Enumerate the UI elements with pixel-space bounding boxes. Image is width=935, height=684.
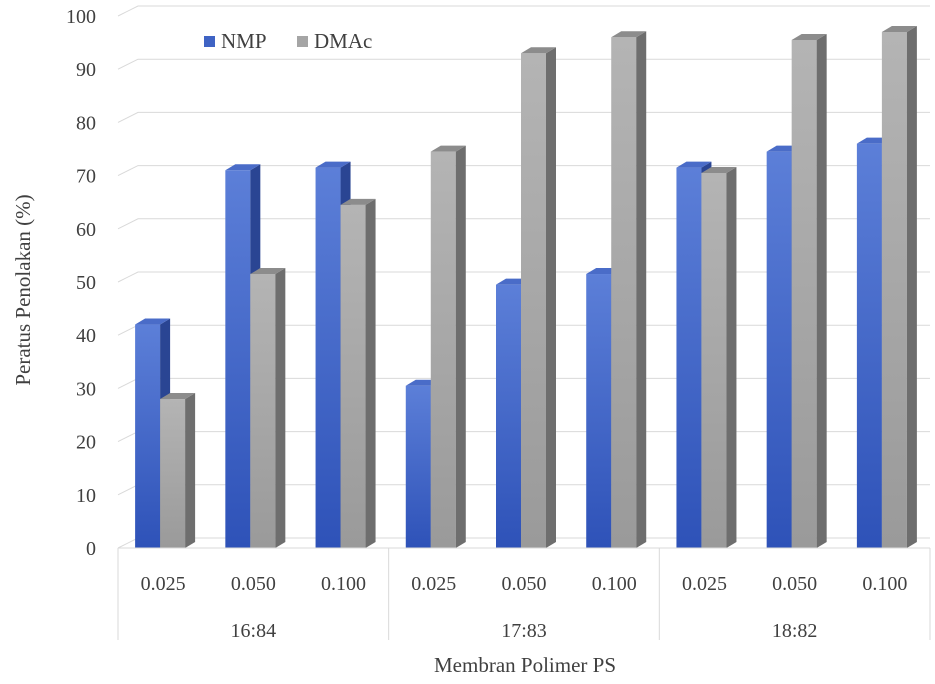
y-tick-label: 40 (76, 325, 96, 347)
x-tick-label: 0.100 (321, 573, 366, 595)
bar-top (611, 31, 647, 38)
y-tick-label: 10 (76, 485, 96, 507)
bar-top (315, 161, 351, 168)
bar-front (611, 37, 637, 548)
bar-top (160, 393, 196, 400)
bar-side (546, 47, 556, 549)
bar-nmp (135, 318, 171, 548)
x-tick-label: 0.025 (682, 573, 727, 595)
bar-front (521, 53, 546, 549)
bar-side (816, 33, 827, 548)
bar-side (455, 145, 466, 548)
legend-swatch-nmp (204, 36, 215, 47)
bar-top (881, 25, 917, 32)
legend-swatch-dmac (297, 36, 308, 47)
bars (135, 25, 917, 549)
bar-dmac (521, 47, 556, 549)
x-tick-label: 0.100 (592, 573, 637, 595)
y-tick-label: 20 (76, 432, 96, 454)
legend-label-dmac: DMAc (314, 29, 372, 53)
gridline (117, 271, 930, 283)
bar-front (225, 170, 251, 548)
x-group-label: 16:84 (231, 620, 277, 642)
bar-side (726, 166, 737, 548)
x-tick-label: 0.025 (411, 573, 456, 595)
bar-dmac (160, 393, 196, 548)
x-group-label: 18:82 (772, 620, 818, 642)
legend-label-nmp: NMP (221, 29, 267, 53)
x-tick-label: 0.050 (502, 573, 547, 595)
y-tick-label: 30 (76, 378, 96, 400)
bar-top (250, 268, 286, 275)
gridline (117, 58, 930, 70)
y-tick-label: 50 (76, 272, 96, 294)
bar-front (856, 143, 882, 548)
bar-dmac (791, 33, 827, 548)
bar-front (881, 31, 907, 548)
bar-side (636, 31, 647, 548)
bar-top (225, 164, 261, 171)
gridline (117, 218, 930, 230)
y-tick-label: 100 (66, 6, 96, 28)
bar-top (701, 166, 737, 173)
x-tick-label: 0.050 (231, 573, 276, 595)
bar-side (365, 198, 376, 549)
y-axis-label: Peratus Penolakan (%) (11, 194, 35, 385)
bar-dmac (881, 25, 917, 548)
y-tick-label: 70 (76, 166, 96, 188)
x-axis-label: Membran Polimer PS (434, 653, 616, 677)
bar-dmac (430, 145, 466, 548)
y-tick-label: 0 (86, 538, 96, 560)
bar-dmac (611, 31, 647, 548)
legend: NMP DMAc (204, 29, 372, 53)
bar-dmac (250, 268, 286, 548)
y-tick-label: 60 (76, 219, 96, 241)
bar-front (160, 399, 186, 548)
gridline (117, 5, 930, 17)
bar-dmac (701, 166, 737, 548)
gridline (117, 165, 930, 177)
gridline (117, 111, 930, 123)
bar-front (701, 172, 727, 548)
bar-front (430, 151, 456, 548)
bar-top (521, 47, 556, 54)
bar-side (275, 268, 286, 548)
bar-front (250, 274, 276, 548)
bar-front (766, 151, 792, 548)
bar-dmac (340, 198, 376, 549)
bar-top (676, 161, 712, 168)
bar-top (340, 198, 376, 205)
bar-side (906, 25, 917, 548)
y-tick-label: 80 (76, 112, 96, 134)
bar-front (586, 274, 612, 548)
bar-front (791, 39, 817, 548)
bar-front (676, 167, 702, 548)
bar-front (340, 204, 366, 549)
x-group-label: 17:83 (501, 620, 547, 642)
bar-front (405, 385, 431, 548)
y-tick-label: 90 (76, 59, 96, 81)
bar-front (496, 284, 521, 548)
bar-top (791, 33, 827, 40)
bar-front (315, 167, 341, 548)
y-axis-ticks: 0 10 20 30 40 50 60 70 80 90 100 (66, 6, 96, 560)
bar-front (135, 324, 161, 548)
bar-top (135, 318, 171, 325)
x-tick-label: 0.025 (141, 573, 186, 595)
x-axis: 0.025 0.050 0.100 16:84 0.025 0.050 0.100 17:83… (117, 547, 931, 642)
x-tick-label: 0.100 (862, 573, 907, 595)
bar-top (430, 145, 466, 152)
x-tick-label: 0.050 (772, 573, 817, 595)
bar-side (185, 393, 196, 548)
